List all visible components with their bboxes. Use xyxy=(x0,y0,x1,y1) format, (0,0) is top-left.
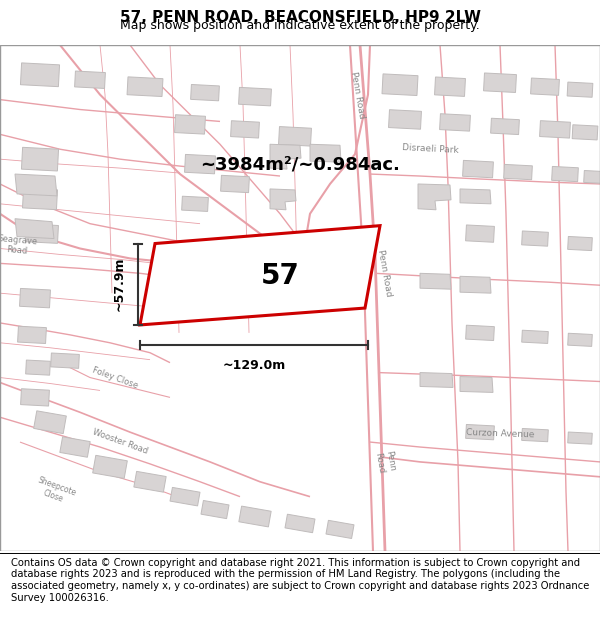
Polygon shape xyxy=(140,226,380,325)
Bar xyxy=(20,63,59,87)
Polygon shape xyxy=(310,144,341,162)
Text: Sheepcote
Close: Sheepcote Close xyxy=(33,476,77,508)
Text: Seagrave
Road: Seagrave Road xyxy=(0,234,38,257)
Bar xyxy=(382,74,418,96)
Bar xyxy=(201,501,229,519)
Text: Wooster Road: Wooster Road xyxy=(91,428,149,456)
Polygon shape xyxy=(460,376,493,392)
Text: 57: 57 xyxy=(260,261,299,289)
Text: Penn Road: Penn Road xyxy=(349,71,367,119)
Polygon shape xyxy=(420,372,453,388)
Bar xyxy=(22,148,59,171)
Bar xyxy=(539,121,571,138)
Text: ~129.0m: ~129.0m xyxy=(223,359,286,372)
Bar xyxy=(326,521,354,539)
Text: Curzon Avenue: Curzon Avenue xyxy=(466,428,535,440)
Polygon shape xyxy=(270,189,296,210)
Bar xyxy=(522,330,548,344)
Polygon shape xyxy=(15,219,54,239)
Text: 57, PENN ROAD, BEACONSFIELD, HP9 2LW: 57, PENN ROAD, BEACONSFIELD, HP9 2LW xyxy=(119,10,481,25)
Text: Contains OS data © Crown copyright and database right 2021. This information is : Contains OS data © Crown copyright and d… xyxy=(11,558,589,602)
Bar xyxy=(434,77,466,96)
Bar xyxy=(530,78,559,96)
Bar xyxy=(230,121,259,138)
Bar xyxy=(463,161,493,177)
Bar xyxy=(134,471,166,492)
Bar xyxy=(278,127,311,146)
Bar xyxy=(17,326,46,344)
Bar xyxy=(26,360,50,375)
Text: Foley Close: Foley Close xyxy=(91,365,139,390)
Bar xyxy=(491,118,520,134)
Bar xyxy=(584,171,600,184)
Bar xyxy=(34,411,67,434)
Text: ~57.9m: ~57.9m xyxy=(113,257,126,311)
Text: Map shows position and indicative extent of the property.: Map shows position and indicative extent… xyxy=(120,19,480,32)
Bar xyxy=(191,84,220,101)
Bar xyxy=(175,115,205,134)
Bar xyxy=(567,82,593,98)
Bar xyxy=(572,125,598,140)
Bar xyxy=(92,456,127,478)
Bar xyxy=(22,188,58,209)
Bar xyxy=(551,166,578,182)
Polygon shape xyxy=(270,144,301,169)
Bar xyxy=(568,333,592,346)
Bar xyxy=(20,389,49,406)
Bar xyxy=(239,506,271,527)
Bar xyxy=(20,288,50,308)
Bar xyxy=(285,514,315,532)
Bar xyxy=(389,110,421,129)
Bar xyxy=(466,424,494,440)
Bar xyxy=(185,154,215,174)
Bar xyxy=(170,488,200,506)
Bar xyxy=(182,196,208,211)
Bar xyxy=(26,224,58,243)
Text: Penn Road: Penn Road xyxy=(376,249,394,298)
Bar xyxy=(74,71,106,89)
Bar xyxy=(522,429,548,442)
Bar xyxy=(60,437,90,458)
Bar xyxy=(568,432,592,444)
Polygon shape xyxy=(420,273,451,289)
Polygon shape xyxy=(15,174,57,196)
Text: Penn
Road: Penn Road xyxy=(374,450,397,474)
Bar xyxy=(466,225,494,242)
Text: ~3984m²/~0.984ac.: ~3984m²/~0.984ac. xyxy=(200,155,400,173)
Polygon shape xyxy=(460,189,491,204)
Bar xyxy=(484,73,517,92)
Bar xyxy=(568,236,592,251)
Bar xyxy=(466,325,494,341)
Polygon shape xyxy=(418,184,451,210)
Bar xyxy=(221,176,250,192)
Polygon shape xyxy=(460,276,491,293)
Bar xyxy=(521,231,548,246)
Text: Disraeli Park: Disraeli Park xyxy=(401,143,458,155)
Bar xyxy=(239,88,271,106)
Bar xyxy=(127,77,163,96)
Bar xyxy=(440,114,470,131)
Bar xyxy=(50,353,79,368)
Bar xyxy=(503,164,532,180)
